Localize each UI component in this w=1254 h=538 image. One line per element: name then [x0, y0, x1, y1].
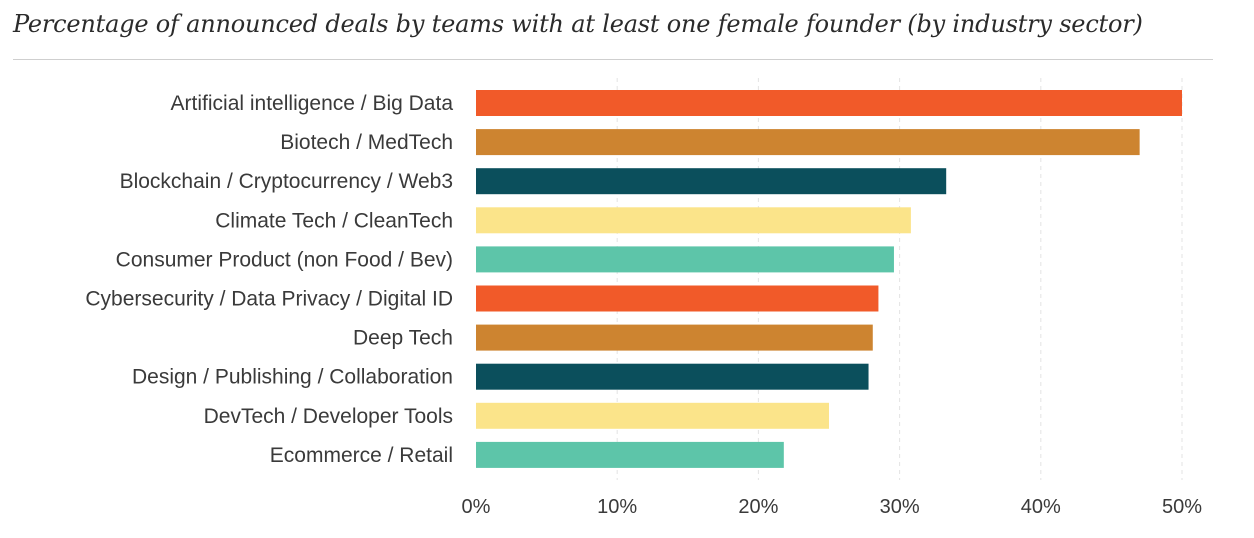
- bar-4: [476, 246, 894, 273]
- bar-1: [476, 129, 1140, 156]
- x-tick-label-40: 40%: [1021, 496, 1061, 518]
- x-tick-label-20: 20%: [738, 496, 778, 518]
- bar-0: [476, 90, 1182, 116]
- category-label-8: DevTech / Developer Tools: [204, 405, 453, 428]
- category-label-3: Climate Tech / CleanTech: [215, 209, 453, 232]
- bar-8: [476, 402, 829, 429]
- x-tick-label-50: 50%: [1162, 496, 1202, 518]
- category-label-1: Biotech / MedTech: [280, 131, 453, 154]
- chart-title: Percentage of announced deals by teams w…: [13, 10, 1143, 38]
- title-divider: [13, 59, 1213, 60]
- category-label-7: Design / Publishing / Collaboration: [132, 366, 453, 389]
- category-label-2: Blockchain / Cryptocurrency / Web3: [120, 170, 453, 193]
- bar-7: [476, 363, 869, 390]
- category-label-0: Artificial intelligence / Big Data: [171, 92, 454, 115]
- category-label-9: Ecommerce / Retail: [270, 444, 453, 467]
- category-label-5: Cybersecurity / Data Privacy / Digital I…: [85, 288, 453, 311]
- x-tick-label-10: 10%: [597, 496, 637, 518]
- bar-3: [476, 207, 911, 234]
- category-label-4: Consumer Product (non Food / Bev): [116, 248, 453, 271]
- x-tick-label-30: 30%: [880, 496, 920, 518]
- bar-9: [476, 441, 784, 468]
- bar-5: [476, 285, 879, 312]
- x-tick-label-0: 0%: [462, 496, 491, 518]
- bar-6: [476, 324, 873, 351]
- category-label-6: Deep Tech: [353, 327, 453, 350]
- bar-2: [476, 168, 947, 195]
